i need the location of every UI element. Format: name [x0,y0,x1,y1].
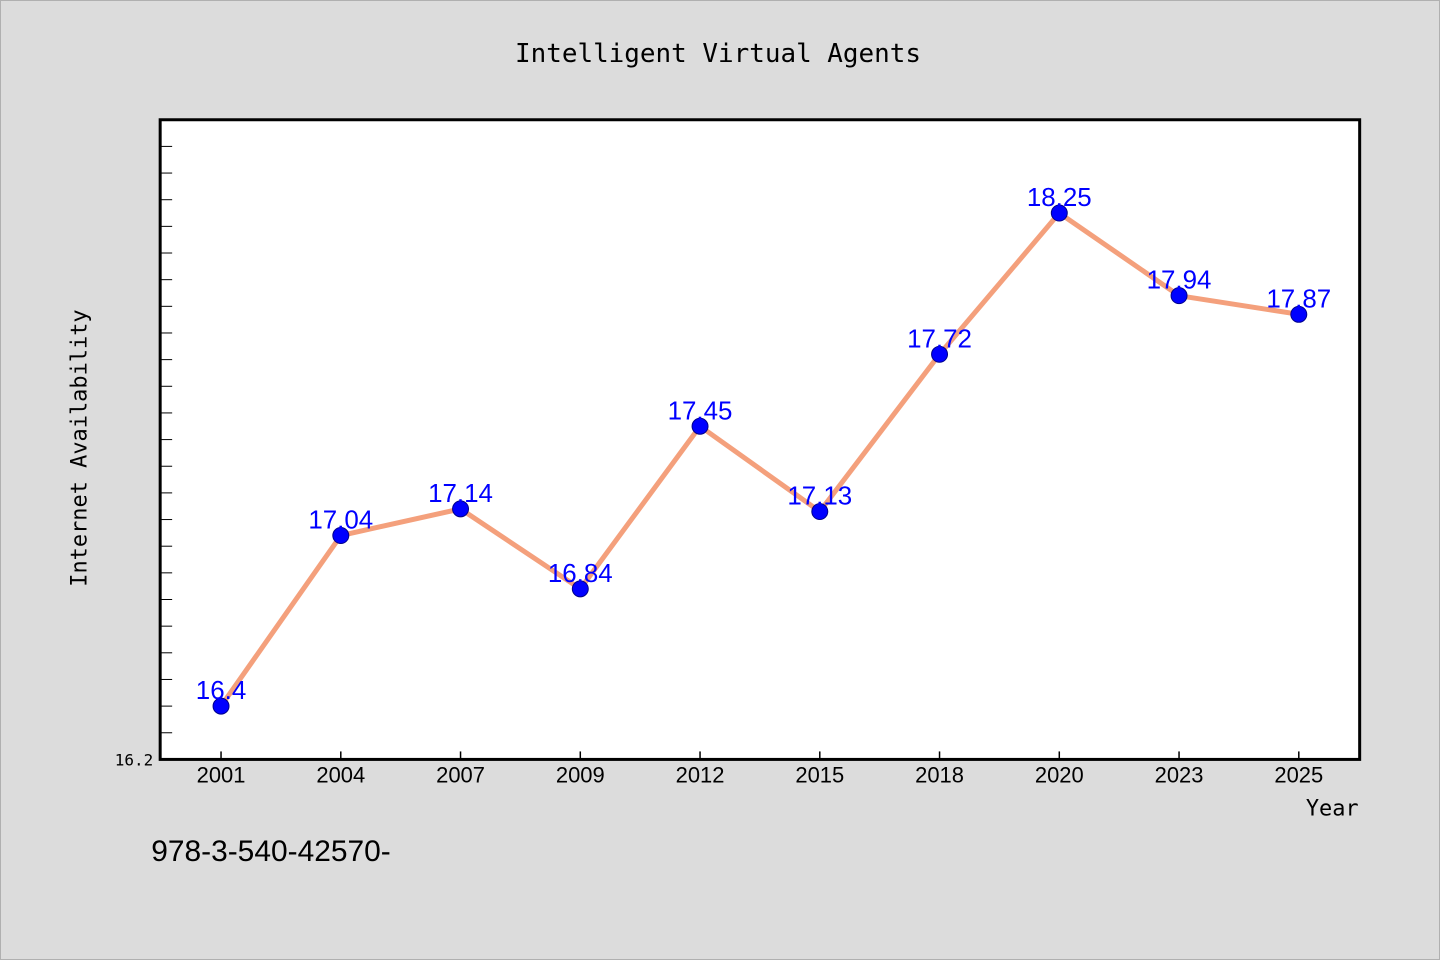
data-label: 17.14 [428,480,493,508]
data-point [452,500,470,518]
x-tick-label: 2025 [1274,762,1323,787]
y-axis-min-label: 16.2 [115,750,153,769]
data-label: 17.72 [907,325,972,353]
x-tick-label: 2001 [197,762,246,787]
y-axis-label: Internet Availability [67,309,92,586]
data-point [1290,305,1308,323]
x-tick-label: 2004 [316,762,365,787]
series-markers [212,204,1308,715]
data-label: 16.4 [196,677,246,705]
data-point [931,345,949,363]
series-line [218,210,1300,708]
x-tick-label: 2009 [556,762,605,787]
x-axis-ticks [220,751,1300,760]
data-point [571,580,589,598]
data-point [1170,287,1188,305]
x-tick-label: 2012 [676,762,725,787]
data-label: 17.45 [668,397,733,425]
x-tick-label: 2020 [1035,762,1084,787]
x-tick-label: 2015 [795,762,844,787]
data-label: 17.94 [1147,267,1212,295]
data-label: 17.13 [787,483,852,511]
data-point [332,527,350,545]
x-axis-label: Year [1306,796,1359,821]
chart-title: Intelligent Virtual Agents [515,39,921,69]
data-label: 17.87 [1266,285,1331,313]
data-label: 17.04 [308,507,373,535]
plot-area [158,118,1362,761]
y-axis-ticks [160,145,173,734]
x-tick-label: 2023 [1155,762,1204,787]
data-point [212,697,230,715]
data-point [1050,204,1068,222]
x-axis-tick-labels: 2001 2004 2007 2009 2012 2015 2018 2020 2023 2025 [197,762,1324,787]
footer-text: 978-3-540-42570- [151,835,391,868]
data-point [811,503,829,521]
x-tick-label: 2007 [436,762,485,787]
x-tick-label: 2018 [915,762,964,787]
data-label: 16.84 [548,560,613,588]
data-label: 18.25 [1027,184,1092,212]
data-labels: 16.4 17.04 17.14 16.84 17.45 17.13 17.72 18.25 1… [196,184,1331,705]
data-point [691,417,709,435]
